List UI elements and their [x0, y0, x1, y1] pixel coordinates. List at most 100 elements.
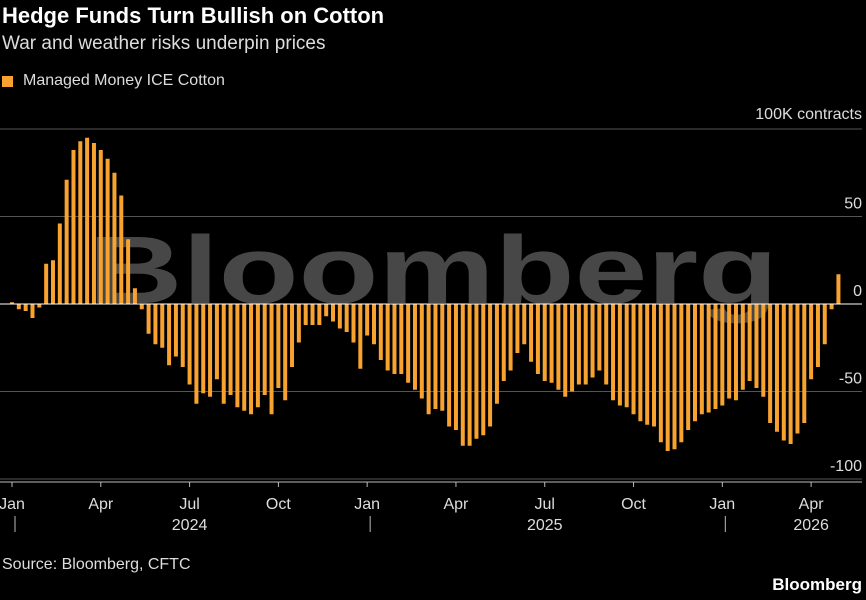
- bar: [597, 304, 602, 371]
- bar: [23, 304, 28, 311]
- bar: [392, 304, 397, 374]
- bar: [699, 304, 704, 415]
- bar: [829, 304, 834, 310]
- bar: [645, 304, 650, 425]
- bar: [720, 304, 725, 406]
- bar: [276, 304, 281, 388]
- bloomberg-logo: Bloomberg: [772, 575, 862, 594]
- bar: [604, 304, 609, 385]
- bar: [788, 304, 793, 444]
- bar: [406, 304, 411, 383]
- bar: [563, 304, 568, 397]
- bar: [57, 223, 62, 304]
- bar: [132, 288, 137, 304]
- bar: [269, 304, 274, 415]
- bar: [460, 304, 465, 446]
- bar: [242, 304, 247, 411]
- bar: [167, 304, 172, 366]
- bar: [221, 304, 226, 404]
- year-label: 2024: [172, 517, 208, 534]
- bar: [802, 304, 807, 423]
- bar: [412, 304, 417, 390]
- bar: [754, 304, 759, 388]
- bar: [194, 304, 199, 404]
- bar: [44, 263, 49, 304]
- bar: [30, 304, 35, 318]
- source-note: Source: Bloomberg, CFTC: [2, 556, 191, 573]
- bar: [761, 304, 766, 397]
- bar: [187, 304, 192, 385]
- bar: [283, 304, 288, 401]
- x-tick-label: Jul: [179, 496, 199, 513]
- y-tick-label: -100: [830, 458, 862, 475]
- chart-subtitle: War and weather risks underpin prices: [2, 33, 326, 54]
- bar: [344, 304, 349, 332]
- bar: [638, 304, 643, 422]
- bar: [822, 304, 827, 345]
- bar: [727, 304, 732, 399]
- bar: [64, 179, 69, 304]
- bar: [570, 304, 575, 392]
- bar: [795, 304, 800, 434]
- bar: [419, 304, 424, 399]
- bar: [542, 304, 547, 381]
- bar: [631, 304, 636, 415]
- bar: [665, 304, 670, 451]
- legend: Managed Money ICE Cotton: [2, 72, 225, 90]
- y-tick-label: 50: [844, 196, 862, 213]
- bar: [71, 150, 76, 304]
- bar: [371, 304, 376, 345]
- bar: [201, 304, 206, 394]
- bar: [658, 304, 663, 443]
- bar: [160, 304, 165, 348]
- bar: [556, 304, 561, 390]
- bar: [235, 304, 240, 408]
- bar: [611, 304, 616, 401]
- bar: [809, 304, 814, 380]
- bar: [433, 304, 438, 409]
- bar: [706, 304, 711, 413]
- x-tick-label: Apr: [443, 496, 469, 513]
- bar: [672, 304, 677, 450]
- unit-label: 100K contracts: [755, 106, 862, 123]
- bar: [733, 304, 738, 401]
- bar: [686, 304, 691, 430]
- x-tick-label: Apr: [799, 496, 825, 513]
- bar: [740, 304, 745, 390]
- bar: [426, 304, 431, 415]
- bar: [91, 143, 96, 304]
- bar: [153, 304, 158, 345]
- bar: [549, 304, 554, 383]
- bar: [351, 304, 356, 343]
- bar: [774, 304, 779, 432]
- year-label: 2026: [793, 517, 829, 534]
- bar: [624, 304, 629, 408]
- bar: [576, 304, 581, 385]
- bar: [324, 304, 329, 317]
- bar: [522, 304, 527, 345]
- bar: [693, 304, 697, 422]
- bar: [249, 304, 254, 415]
- legend-swatch: [2, 75, 13, 87]
- bar: [385, 304, 390, 371]
- bar: [173, 304, 178, 357]
- legend-label: Managed Money ICE Cotton: [23, 72, 225, 89]
- x-tick-label: Jan: [354, 496, 380, 513]
- bar: [652, 304, 657, 427]
- bar: [255, 304, 260, 408]
- bar: [501, 304, 506, 381]
- bar: [781, 304, 786, 441]
- bar: [139, 304, 144, 310]
- bar: [228, 304, 233, 395]
- bar: [337, 304, 342, 329]
- bar: [815, 304, 820, 367]
- bar: [262, 304, 267, 395]
- bar: [50, 260, 55, 304]
- bar: [78, 141, 83, 304]
- bar: [331, 304, 336, 322]
- bar: [105, 158, 110, 304]
- bar: [180, 304, 185, 367]
- y-tick-label: -50: [839, 371, 862, 388]
- bar: [358, 304, 363, 369]
